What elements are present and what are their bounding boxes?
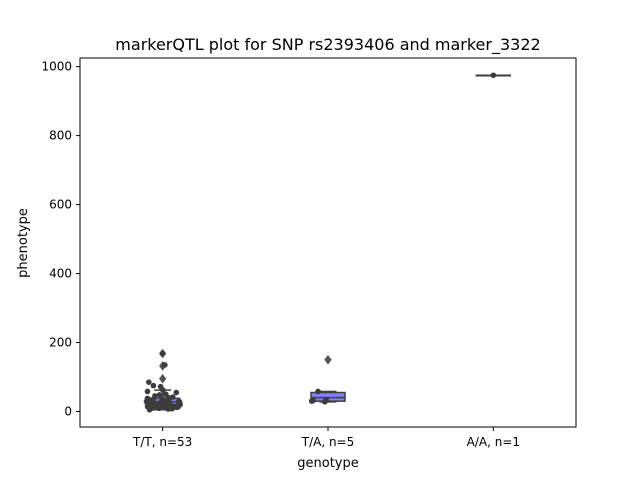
y-axis-label: phenotype [16,208,31,278]
data-point [146,406,153,413]
data-point [165,406,171,412]
x-tick-label: T/A, n=5 [301,435,355,449]
data-point [162,362,168,368]
x-tick-label: T/T, n=53 [132,435,192,449]
y-tick-label: 600 [49,198,72,212]
plot-area [79,57,577,428]
data-point [173,389,180,396]
x-tick-label: A/A, n=1 [467,435,520,449]
y-tick-label: 400 [49,267,72,281]
y-tick-label: 1000 [41,60,72,74]
y-axis: 0 200 400 600 800 1000 [41,60,80,418]
x-axis: T/T, n=53 T/A, n=5 A/A, n=1 [132,427,520,449]
data-point [490,72,497,79]
y-tick-label: 800 [49,129,72,143]
data-point [315,388,321,395]
data-point [150,382,157,389]
outlier-marker [159,373,167,384]
data-point [156,392,163,398]
data-point [322,399,328,405]
data-point [169,394,176,400]
x-axis-label: genotype [297,456,358,471]
y-tick-label: 200 [49,336,72,350]
data-point [159,350,166,357]
outlier-marker [324,354,332,365]
data-point [308,398,315,404]
data-point [173,404,180,411]
plot-layer [143,72,512,413]
data-point [160,387,166,393]
data-point [156,405,162,412]
y-tick-label: 0 [64,404,72,418]
data-point [144,388,151,395]
data-point [146,379,152,385]
chart-title: markerQTL plot for SNP rs2393406 and mar… [115,35,540,55]
